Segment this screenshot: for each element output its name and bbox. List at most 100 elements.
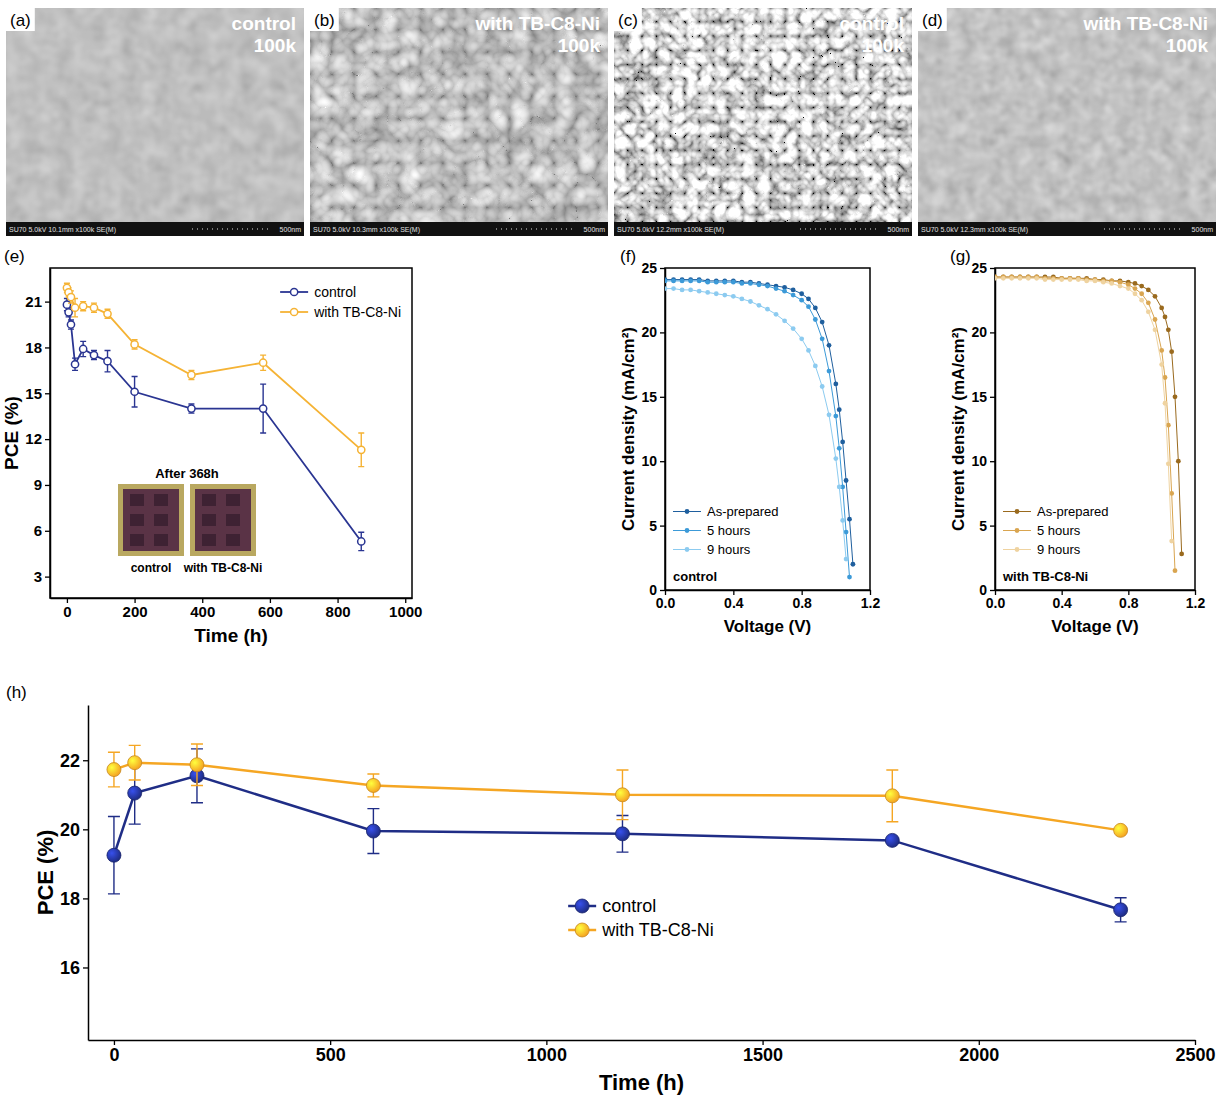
tick-label: 0.0: [986, 595, 1006, 611]
photo: [195, 489, 251, 551]
tick-label: 400: [190, 603, 215, 620]
data-point: [104, 310, 111, 317]
tick: 18: [25, 339, 50, 356]
tick-label: 0: [649, 582, 657, 598]
data-point: [1034, 276, 1039, 281]
data-point: [188, 371, 195, 378]
data-point: [1018, 276, 1023, 281]
letter-patch: [310, 8, 339, 31]
scale-bar: [1104, 229, 1180, 230]
data-point: [1059, 277, 1064, 282]
sem-info: SU70 5.0kV 10.3mm x100k SE(M): [313, 226, 420, 234]
data-point: [260, 359, 267, 366]
tick-label: 0.4: [1052, 595, 1072, 611]
data-point: [1139, 284, 1144, 289]
legend-label: control: [602, 896, 656, 916]
tick-label: 500: [316, 1045, 346, 1065]
tick-label: 0: [979, 582, 987, 598]
sem-image: [6, 8, 304, 222]
data-point: [844, 530, 849, 535]
tick-label: 9: [34, 476, 42, 493]
data-point: [705, 280, 710, 285]
tick-mark: [83, 829, 88, 830]
error-bar: [72, 358, 78, 370]
data-point: [1139, 291, 1144, 296]
tick-label: 5: [649, 518, 657, 534]
axis-line: [995, 269, 997, 591]
photo: [154, 514, 168, 526]
panel-title: 100k: [1166, 35, 1209, 56]
photo: [226, 494, 240, 506]
data-point: [1176, 459, 1181, 464]
data-point: [671, 278, 676, 283]
tick: 3: [34, 568, 50, 585]
data-point: [765, 284, 770, 289]
tick-mark: [990, 525, 995, 526]
plot-frame: [50, 268, 412, 598]
tick-label: 1000: [389, 603, 422, 620]
data-point: [1084, 278, 1089, 283]
data-point: [65, 309, 72, 316]
inset-title: After 368h: [155, 466, 219, 481]
legend-marker: [575, 923, 589, 937]
tick-mark: [660, 461, 665, 462]
data-point: [665, 286, 667, 291]
tick-label: 15: [971, 389, 987, 405]
axis: 0.00.40.81.2: [986, 590, 1206, 611]
data-point: [813, 306, 818, 311]
error-bar: [358, 433, 364, 467]
tick-label: 1.2: [861, 595, 881, 611]
sem-info: SU70 5.0kV 12.3mm x100k SE(M): [921, 226, 1028, 234]
tick: 20: [641, 324, 665, 340]
data-point: [1001, 276, 1006, 281]
error-bar: [66, 308, 72, 317]
data-point: [615, 788, 629, 802]
data-point: [71, 304, 78, 311]
sem-panel: SU70 5.0kV 12.2mm x100k SE(M)500nmcontro…: [614, 8, 912, 236]
inset: After 368h control with TB-C8-Ni: [118, 466, 262, 575]
photo: [130, 494, 144, 506]
tick-mark: [45, 485, 50, 486]
data-point: [107, 763, 121, 777]
error-bar: [132, 340, 138, 349]
data-point: [840, 439, 845, 444]
inset-label: control: [131, 561, 172, 575]
tick-label: 10: [641, 453, 657, 469]
data-point: [813, 363, 818, 368]
data-point: [1173, 568, 1178, 573]
data-point: [833, 456, 838, 461]
data-point: [1051, 277, 1056, 282]
data-point: [366, 824, 380, 838]
data-point: [71, 361, 78, 368]
data-point: [837, 485, 842, 490]
tick: 500: [316, 1040, 346, 1065]
data-point: [697, 278, 702, 283]
data-point: [1114, 823, 1128, 837]
data-point: [697, 289, 702, 294]
tick: 10: [971, 453, 995, 469]
panel-title: with TB-C8-Ni: [1082, 13, 1208, 34]
error-bar: [68, 320, 74, 329]
data-point: [90, 351, 97, 358]
legend-label: 5 hours: [707, 523, 751, 538]
panel-letter: (g): [950, 247, 971, 266]
tick-label: 3: [34, 568, 42, 585]
sem-panel: SU70 5.0kV 12.3mm x100k SE(M)500nmwith T…: [918, 8, 1216, 236]
axis-title: Time (h): [599, 1070, 684, 1095]
inset-label: with TB-C8-Ni: [183, 561, 263, 575]
plot-frame: [995, 268, 1195, 590]
error-bar: [886, 770, 898, 822]
scale-bar: [192, 229, 268, 230]
photo: [226, 534, 240, 546]
legend-item: As-prepared: [673, 504, 779, 519]
series-line: [114, 763, 1121, 831]
series-line: [995, 277, 1175, 571]
data-point: [806, 348, 811, 353]
sem-info: SU70 5.0kV 10.1mm x100k SE(M): [9, 226, 116, 234]
legend: controlwith TB-C8-Ni: [280, 284, 401, 320]
legend-label: As-prepared: [1037, 504, 1109, 519]
tick-mark: [83, 967, 88, 968]
legend-marker: [685, 528, 690, 533]
data-point: [820, 384, 825, 389]
error-bar: [105, 351, 111, 372]
